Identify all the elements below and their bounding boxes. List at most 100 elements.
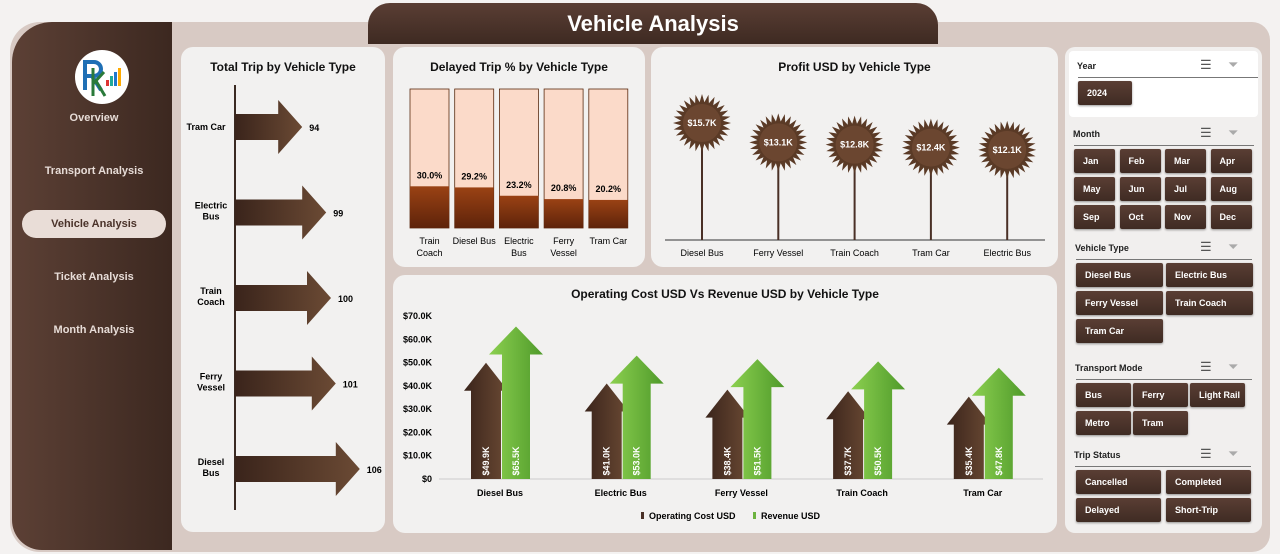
nav-month-analysis[interactable]: Month Analysis bbox=[53, 324, 135, 336]
value-label: 94 bbox=[309, 123, 319, 133]
slicer-item[interactable]: Bus bbox=[1076, 383, 1131, 407]
nav-ticket-analysis[interactable]: Ticket Analysis bbox=[54, 271, 134, 283]
category-label: Diesel Bus bbox=[680, 248, 724, 258]
data-label: $41.0K bbox=[602, 446, 612, 476]
category-label: Tram Car bbox=[912, 248, 950, 258]
trip-arrow bbox=[235, 100, 303, 154]
slicer-item[interactable]: Delayed bbox=[1076, 498, 1161, 522]
slicer-title: Transport Mode bbox=[1075, 363, 1143, 373]
legend-swatch bbox=[641, 512, 644, 519]
slicer-title: Vehicle Type bbox=[1075, 243, 1129, 253]
clear-filter-icon[interactable]: ⏷ bbox=[1228, 446, 1239, 461]
nav-vehicle-analysis[interactable]: Vehicle Analysis bbox=[22, 210, 166, 238]
slicer-item[interactable]: Tram bbox=[1133, 411, 1188, 435]
category-label: Electric Bus bbox=[504, 236, 534, 258]
slicer-item[interactable]: Electric Bus bbox=[1166, 263, 1253, 287]
logo-mark-icon bbox=[83, 60, 121, 97]
cost-arrow bbox=[705, 389, 750, 479]
total-trip-panel: Total Trip by Vehicle Type Tram Car 94 Ele… bbox=[181, 47, 385, 532]
data-label: $49.9K bbox=[481, 446, 491, 476]
slicer-item[interactable]: Cancelled bbox=[1076, 470, 1161, 494]
slicer-item[interactable]: Jul bbox=[1165, 177, 1206, 201]
revenue-arrow bbox=[609, 355, 664, 479]
category-label: Electric Bus bbox=[983, 248, 1031, 258]
category-label: Diesel Bus bbox=[453, 236, 497, 246]
slicer-item[interactable]: Mar bbox=[1165, 149, 1206, 173]
data-label: $12.1K bbox=[993, 145, 1023, 155]
slicer-item[interactable]: Nov bbox=[1165, 205, 1206, 229]
multi-select-icon[interactable]: ☰ bbox=[1200, 57, 1212, 72]
data-label: $65.5K bbox=[511, 446, 521, 476]
cost-arrow bbox=[584, 383, 629, 479]
clear-filter-icon[interactable]: ⏷ bbox=[1228, 239, 1239, 254]
slicer-item[interactable]: Dec bbox=[1210, 205, 1252, 229]
value-label: 106 bbox=[367, 465, 382, 475]
nav-transport-analysis[interactable]: Transport Analysis bbox=[44, 165, 144, 177]
slicer-item[interactable]: Ferry bbox=[1133, 383, 1188, 407]
trip-arrow bbox=[235, 185, 327, 240]
category-label: Tram Car bbox=[963, 488, 1003, 498]
slicer-item[interactable]: Jan bbox=[1074, 149, 1115, 173]
marker-center bbox=[835, 125, 874, 164]
slicer-item[interactable]: Short-Trip bbox=[1166, 498, 1251, 522]
revenue-arrow bbox=[489, 326, 543, 479]
multi-select-icon[interactable]: ☰ bbox=[1200, 446, 1212, 461]
data-label: $12.4K bbox=[916, 143, 946, 153]
marker-center bbox=[683, 104, 721, 143]
data-label: 20.2% bbox=[596, 184, 622, 194]
cost-revenue-chart: $0 $10.0K $20.0K $30.0K $40.0K $50.0K $60.0K $7… bbox=[403, 311, 1043, 521]
multi-select-icon[interactable]: ☰ bbox=[1200, 359, 1212, 374]
profit-panel: Profit USD by Vehicle Type $15.7K Diesel … bbox=[651, 47, 1058, 267]
y-tick-label: $20.0K bbox=[403, 427, 433, 437]
y-tick-label: $40.0K bbox=[403, 381, 433, 391]
nav-overview[interactable]: Overview bbox=[69, 112, 119, 124]
category-label: Ferry Vessel bbox=[197, 372, 225, 393]
clear-filter-icon[interactable]: ⏷ bbox=[1228, 359, 1239, 374]
slicer-item[interactable]: Oct bbox=[1119, 205, 1161, 229]
slicer-item[interactable]: Sep bbox=[1074, 205, 1115, 229]
clear-filter-icon[interactable]: ⏷ bbox=[1228, 57, 1239, 72]
slicer-item[interactable]: Apr bbox=[1210, 149, 1252, 173]
category-label: Ferry Vessel bbox=[550, 236, 577, 258]
slicer-item[interactable]: Jun bbox=[1119, 177, 1161, 201]
slicer-item[interactable]: 2024 bbox=[1078, 81, 1132, 105]
slicer-item[interactable]: Feb bbox=[1119, 149, 1161, 173]
slicer-item[interactable]: Tram Car bbox=[1076, 319, 1163, 343]
slicer-item[interactable]: Completed bbox=[1166, 470, 1251, 494]
category-label: Ferry Vessel bbox=[753, 248, 803, 258]
category-label: Train Coach bbox=[830, 248, 879, 258]
cost-arrow bbox=[464, 362, 508, 479]
trip-arrow bbox=[235, 442, 360, 496]
slicer-item[interactable]: May bbox=[1074, 177, 1115, 201]
slicer-item[interactable]: Ferry Vessel bbox=[1076, 291, 1163, 315]
clear-filter-icon[interactable]: ⏷ bbox=[1228, 125, 1239, 140]
data-label: 20.8% bbox=[551, 183, 577, 193]
legend-swatch bbox=[753, 512, 756, 519]
slicer-item[interactable]: Train Coach bbox=[1166, 291, 1253, 315]
category-label: Diesel Bus bbox=[477, 488, 523, 498]
data-label: $50.5K bbox=[873, 446, 883, 476]
slicer-title: Trip Status bbox=[1074, 450, 1121, 460]
slicer-item[interactable]: Light Rail bbox=[1190, 383, 1245, 407]
revenue-arrow bbox=[971, 367, 1026, 479]
data-label: $53.0K bbox=[632, 446, 642, 476]
category-label: Diesel Bus bbox=[198, 457, 225, 478]
delayed-bar bbox=[588, 199, 628, 228]
delayed-bar bbox=[454, 187, 494, 228]
data-label: $37.7K bbox=[843, 446, 853, 476]
slicer-item[interactable]: Aug bbox=[1210, 177, 1252, 201]
y-tick-label: $0 bbox=[422, 474, 432, 484]
cost-arrow bbox=[826, 391, 871, 479]
trip-arrow bbox=[235, 271, 331, 325]
multi-select-icon[interactable]: ☰ bbox=[1200, 239, 1212, 254]
marker-center bbox=[911, 128, 950, 167]
data-label: $35.4K bbox=[964, 446, 974, 476]
slicer-item[interactable]: Diesel Bus bbox=[1076, 263, 1163, 287]
y-tick-label: $30.0K bbox=[403, 404, 433, 414]
data-label: $38.4K bbox=[722, 446, 732, 476]
slicer-item[interactable]: Metro bbox=[1076, 411, 1131, 435]
sidebar bbox=[12, 22, 172, 550]
y-tick-label: $60.0K bbox=[403, 334, 433, 344]
multi-select-icon[interactable]: ☰ bbox=[1200, 125, 1212, 140]
data-label: 30.0% bbox=[417, 170, 443, 180]
